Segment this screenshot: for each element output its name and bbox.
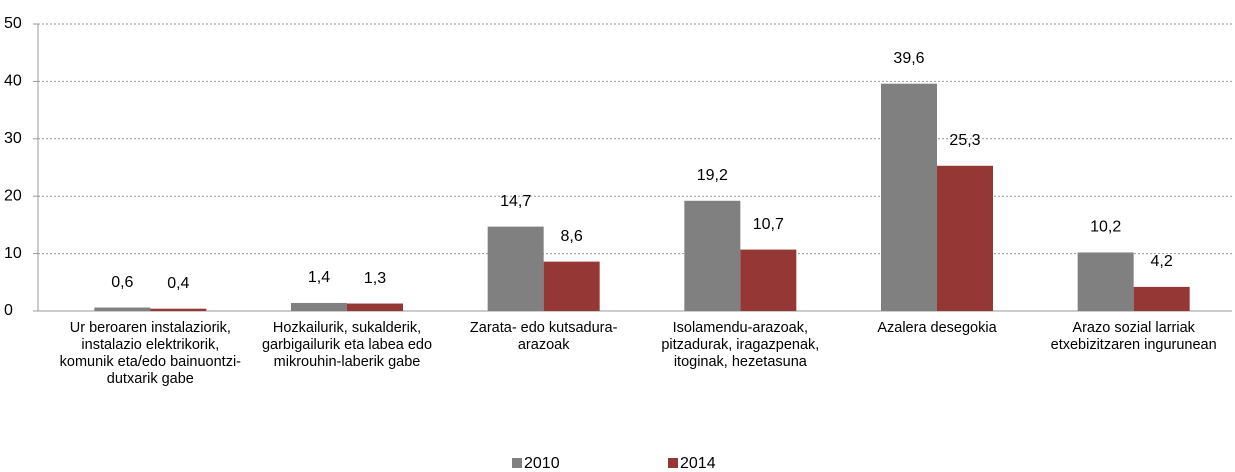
bar <box>150 308 207 311</box>
x-tick-label: Hozkailurik, sukalderik, garbigailurik e… <box>261 320 433 370</box>
legend-swatch <box>512 458 522 468</box>
bar <box>487 226 544 311</box>
x-tick-label: Azalera desegokia <box>877 320 997 336</box>
data-label: 0,6 <box>111 274 133 291</box>
data-label: 8,6 <box>561 228 583 245</box>
x-tick-label: Isolamendu-arazoak, pitzadurak, iragazpe… <box>661 320 820 370</box>
bar <box>291 302 347 311</box>
y-tick-label: 0 <box>4 302 13 319</box>
data-label: 4,2 <box>1151 253 1173 270</box>
bar <box>684 200 741 311</box>
bar <box>1133 286 1190 311</box>
legend-label: 2014 <box>680 455 716 472</box>
legend-label: 2010 <box>524 455 560 472</box>
bar <box>94 307 151 311</box>
data-label: 1,4 <box>308 269 330 286</box>
data-label: 39,6 <box>893 50 924 67</box>
x-tick-label: Zarata- edo kutsadura-arazoak <box>469 320 618 353</box>
x-tick-label: Arazo sozial larriak etxebizitzaren ingu… <box>1050 320 1217 353</box>
data-label: 14,7 <box>500 193 531 210</box>
bar <box>740 249 797 311</box>
x-tick-label: Ur beroaren instalaziorik, instalazio el… <box>59 320 242 387</box>
data-label: 1,3 <box>364 270 386 287</box>
data-label: 10,7 <box>753 216 784 233</box>
y-tick-label: 10 <box>4 245 22 262</box>
bar <box>1077 252 1134 311</box>
data-label: 0,4 <box>167 275 189 292</box>
legend-swatch <box>668 458 678 468</box>
y-tick-label: 40 <box>4 73 22 90</box>
data-label: 19,2 <box>697 167 728 184</box>
data-label: 25,3 <box>949 132 980 149</box>
bar <box>543 261 600 311</box>
y-tick-label: 20 <box>4 187 22 204</box>
bar <box>347 303 403 311</box>
bar <box>937 165 993 311</box>
y-tick-label: 30 <box>4 130 22 147</box>
bar <box>881 83 937 311</box>
data-label: 10,2 <box>1090 219 1121 236</box>
y-tick-label: 50 <box>4 15 22 32</box>
